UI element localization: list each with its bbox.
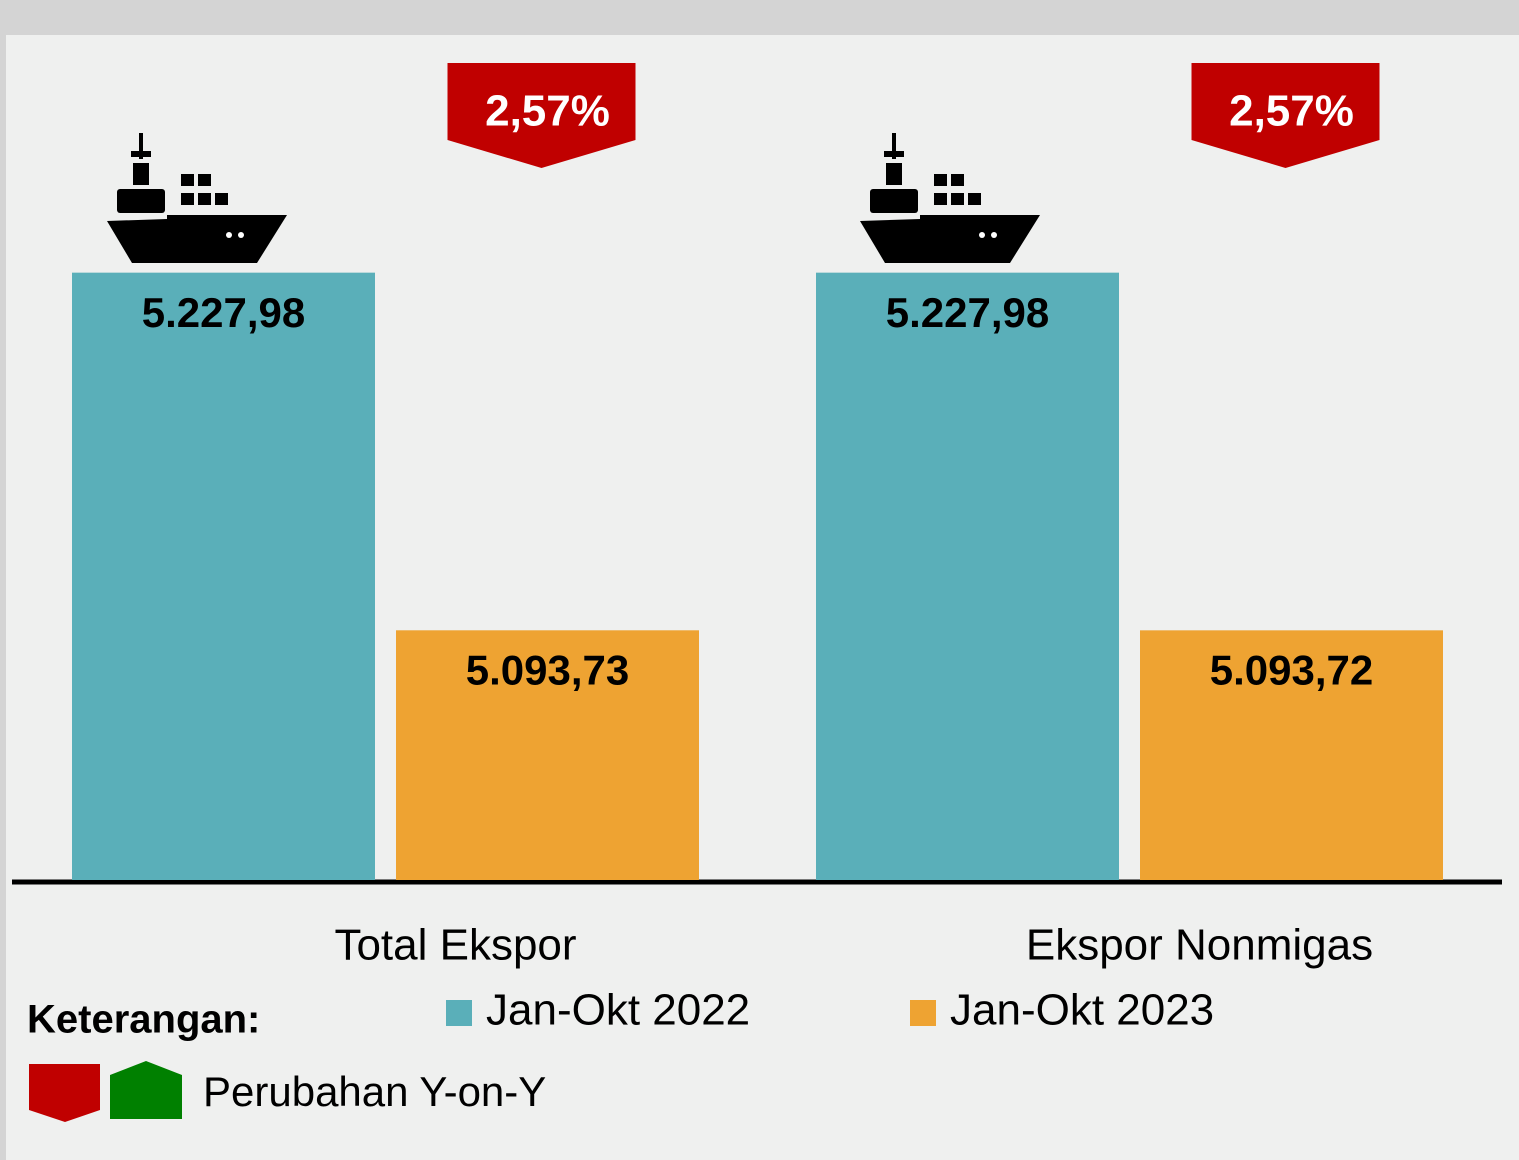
change-legend-label: Perubahan Y-on-Y [203, 1068, 546, 1115]
value-label: 5.227,98 [142, 289, 306, 336]
x-tick-label: Total Ekspor [334, 921, 576, 970]
bar [72, 272, 375, 881]
x-tick-label: Ekspor Nonmigas [1026, 921, 1373, 970]
change-down-icon [29, 1064, 100, 1122]
bar [816, 272, 1119, 881]
value-label: 5.093,73 [466, 646, 630, 693]
legend-label: Jan-Okt 2023 [950, 986, 1214, 1035]
value-label: 5.093,72 [1210, 646, 1374, 693]
change-up-icon [110, 1061, 182, 1119]
legend-title: Keterangan: [27, 998, 260, 1042]
legend-swatch [910, 1000, 936, 1026]
change-badge [447, 63, 636, 168]
value-label: 5.227,98 [886, 289, 1050, 336]
bar [396, 630, 699, 880]
change-badge [1191, 63, 1380, 168]
change-label: 2,57% [1229, 87, 1354, 136]
bar [1140, 630, 1443, 880]
change-label: 2,57% [485, 87, 610, 136]
legend-swatch [446, 1000, 472, 1026]
legend-label: Jan-Okt 2022 [486, 986, 750, 1035]
